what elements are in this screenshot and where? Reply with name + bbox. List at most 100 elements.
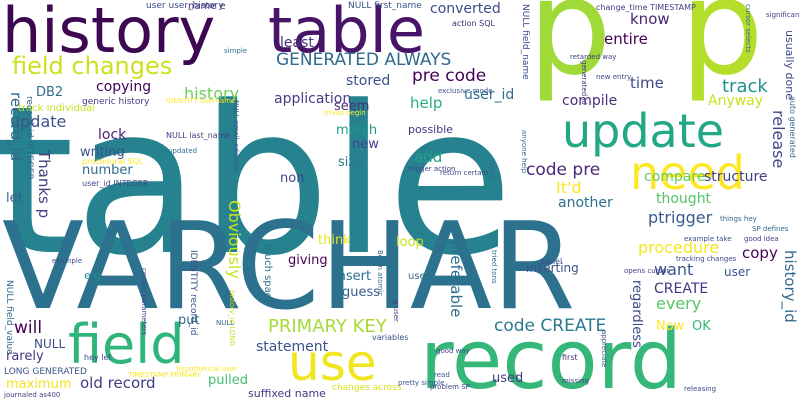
word: record (420, 313, 682, 400)
word: hypothetical user (176, 365, 238, 373)
word: maximum (6, 377, 72, 392)
word: writing (80, 145, 125, 160)
word: history (184, 84, 240, 103)
word: table (0, 63, 514, 301)
word: will (14, 318, 43, 338)
word: LONG GENERATED (4, 367, 87, 377)
word: NULL field_value (4, 280, 14, 355)
word: Anyway (708, 93, 764, 109)
word: application (274, 91, 352, 107)
word: TIMESTAMP PRIMARY (128, 371, 201, 379)
word: know (630, 10, 670, 28)
word: example (52, 257, 83, 265)
word: non (280, 171, 305, 186)
word: cursor selects (744, 4, 752, 53)
word: problem SP (430, 383, 470, 391)
word: GENERATED ALWAYS (276, 50, 452, 70)
word: p (680, 0, 764, 105)
word: IDENTITY record_id (188, 250, 198, 336)
word: variables (372, 333, 409, 342)
word: return certain (440, 169, 489, 177)
word: inserting (526, 261, 579, 275)
word: PRIMARY KEY (268, 316, 387, 337)
word: NULL first_name (348, 1, 422, 11)
word: Now (656, 319, 685, 334)
word: user (408, 271, 430, 282)
word: NULL (34, 337, 66, 351)
word: field changes (12, 52, 173, 80)
word: history_id LONG (228, 290, 236, 347)
word: tried tons (490, 250, 498, 284)
word: Begin atomic (376, 250, 384, 297)
word: user_id INTEGER (82, 179, 149, 188)
word: user user_history (146, 1, 224, 11)
word: trivial begin (324, 109, 366, 117)
word: entire (604, 30, 648, 48)
word: auto generated (788, 96, 797, 158)
word: action SQL (452, 19, 495, 28)
word: good idea (744, 235, 779, 243)
word: OK (692, 319, 711, 334)
word: stored (346, 73, 391, 89)
word: history_id (781, 250, 799, 323)
word: hey let (84, 353, 112, 362)
word: VARCHAR (2, 198, 576, 337)
word: thought (656, 191, 712, 207)
word: every (656, 294, 702, 313)
word: NULL last_name (166, 131, 231, 140)
word: new entry (596, 73, 632, 81)
word: history (2, 0, 216, 67)
word: tracking changes (676, 255, 737, 263)
word: usually done (783, 30, 796, 100)
word: procedural SQL (82, 157, 144, 166)
word: pretty simple (398, 379, 445, 387)
word: journaled as400 (4, 391, 61, 399)
word: record_id (7, 92, 25, 162)
word: rarely (6, 349, 44, 364)
word: missing (562, 377, 589, 385)
word: let (6, 191, 23, 206)
word: track (722, 76, 768, 97)
word: another (558, 195, 613, 211)
word: SP defines (752, 225, 789, 233)
word: release (769, 110, 788, 169)
word: generic history (82, 97, 150, 107)
word: retarded way (570, 53, 617, 61)
word: loop (396, 235, 424, 250)
word: add (414, 148, 443, 166)
word: generated id (580, 60, 588, 105)
word: guess (342, 285, 381, 300)
word: ptrigger (648, 208, 713, 227)
word: help (410, 94, 443, 112)
word: least (280, 35, 314, 51)
word: use (288, 334, 377, 392)
word: compare (644, 169, 706, 185)
word: p (528, 0, 612, 105)
word: trigger action (408, 165, 456, 173)
word: panel (540, 257, 563, 266)
word: user_id (464, 87, 515, 103)
word: DB2 (36, 85, 64, 100)
word: much space (262, 244, 273, 305)
word: regardless (629, 280, 644, 348)
word: procedure (638, 238, 720, 257)
word: put (178, 313, 200, 328)
word: exclusive mode (438, 87, 493, 95)
word: update (562, 104, 725, 158)
word: copying (96, 79, 152, 95)
word: significant amount (766, 11, 800, 19)
word: possible (408, 123, 454, 136)
word: Thanks p (35, 150, 53, 219)
word: track individual (18, 103, 96, 114)
word: field (68, 313, 185, 376)
word: good way (436, 347, 470, 355)
word: new (352, 137, 379, 152)
word: table (268, 0, 426, 67)
word: example take (684, 235, 732, 243)
word: It'd (556, 178, 582, 197)
word: releasing (684, 385, 717, 393)
word: Obviously (225, 200, 244, 279)
word: simple (224, 47, 248, 55)
word: changes across (332, 383, 402, 393)
